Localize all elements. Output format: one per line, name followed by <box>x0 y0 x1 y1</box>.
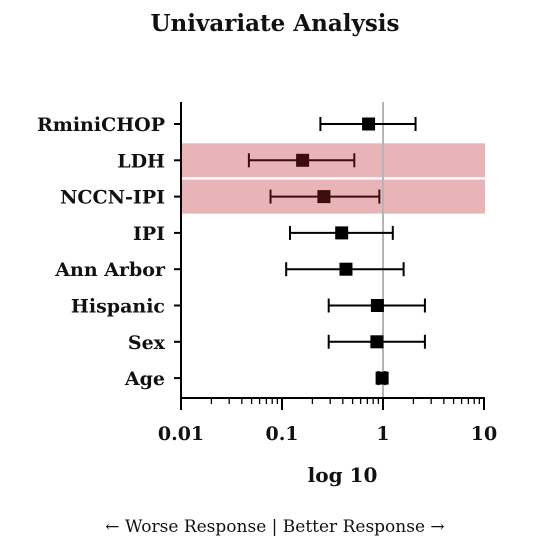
category-label: Ann Arbor <box>54 259 166 281</box>
category-label: Age <box>124 368 165 390</box>
estimate-marker <box>375 371 389 385</box>
estimate-marks <box>247 117 426 386</box>
x-tick-label: 0.1 <box>265 423 298 445</box>
direction-caption: ← Worse Response | Better Response → <box>105 517 445 537</box>
estimate-marker <box>317 190 331 204</box>
x-tick-label: 0.01 <box>158 423 204 445</box>
category-label: Hispanic <box>71 296 165 318</box>
category-label: RminiCHOP <box>37 114 165 136</box>
estimate-marker <box>296 153 310 167</box>
x-tick-label: 1 <box>376 423 389 445</box>
estimate-marker <box>335 226 349 240</box>
x-axis-title: log 10 <box>308 463 378 487</box>
chart-title: Univariate Analysis <box>150 10 400 37</box>
category-labels: RminiCHOP LDH NCCN-IPI IPI Ann Arbor Hispanic… <box>37 114 166 390</box>
estimate-marker <box>362 117 376 131</box>
x-tick-label: 10 <box>471 423 497 445</box>
category-label: IPI <box>133 223 165 245</box>
estimate-marker <box>370 299 384 312</box>
category-label: NCCN-IPI <box>60 187 165 209</box>
category-label: Sex <box>128 332 166 354</box>
estimate-marker <box>339 262 353 276</box>
category-label: LDH <box>117 150 165 172</box>
estimate-marker <box>370 335 384 349</box>
highlight-bands <box>181 143 485 214</box>
x-axis: 0.01 0.1 1 10 <box>158 102 497 445</box>
